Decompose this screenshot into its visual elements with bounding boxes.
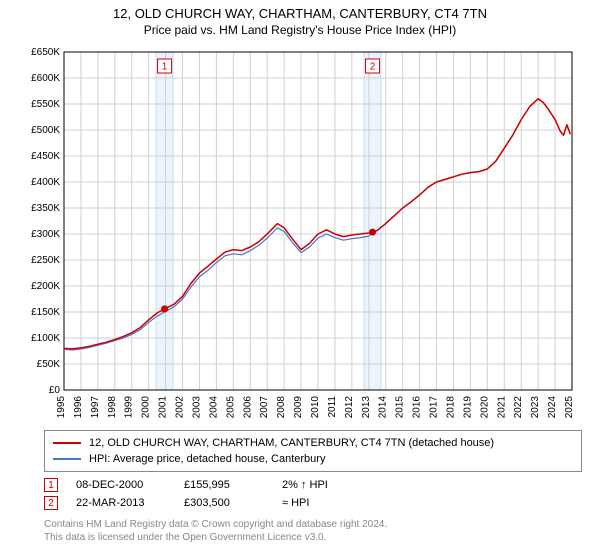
svg-text:2007: 2007 xyxy=(259,396,270,419)
svg-text:£650K: £650K xyxy=(31,47,60,58)
svg-text:1: 1 xyxy=(162,62,168,73)
svg-text:2009: 2009 xyxy=(293,396,304,419)
svg-text:2008: 2008 xyxy=(276,396,287,419)
svg-text:2014: 2014 xyxy=(378,396,389,419)
svg-text:1999: 1999 xyxy=(124,396,135,419)
svg-text:£400K: £400K xyxy=(31,177,60,188)
title-subtitle: Price paid vs. HM Land Registry's House … xyxy=(0,23,600,39)
svg-text:2015: 2015 xyxy=(395,396,406,419)
svg-text:2004: 2004 xyxy=(208,396,219,419)
svg-text:2019: 2019 xyxy=(462,396,473,419)
svg-text:2006: 2006 xyxy=(242,396,253,419)
svg-text:£550K: £550K xyxy=(31,99,60,110)
event-marker-1: 1 xyxy=(44,478,58,492)
svg-text:£200K: £200K xyxy=(31,281,60,292)
svg-text:2001: 2001 xyxy=(158,396,169,419)
event-price-2: £303,500 xyxy=(184,497,264,509)
svg-text:2: 2 xyxy=(370,62,376,73)
event-delta-2: ≈ HPI xyxy=(282,497,362,509)
legend-label-hpi: HPI: Average price, detached house, Cant… xyxy=(89,453,325,465)
svg-text:2002: 2002 xyxy=(175,396,186,419)
legend-swatch-hpi xyxy=(53,458,81,460)
svg-text:£300K: £300K xyxy=(31,229,60,240)
event-row-2: 2 22-MAR-2013 £303,500 ≈ HPI xyxy=(44,494,582,512)
svg-text:1996: 1996 xyxy=(73,396,84,419)
svg-text:2000: 2000 xyxy=(141,396,152,419)
legend-row-property: 12, OLD CHURCH WAY, CHARTHAM, CANTERBURY… xyxy=(53,435,573,451)
svg-text:2025: 2025 xyxy=(564,396,575,419)
event-marker-2: 2 xyxy=(44,496,58,510)
svg-text:2018: 2018 xyxy=(445,396,456,419)
title-block: 12, OLD CHURCH WAY, CHARTHAM, CANTERBURY… xyxy=(0,0,600,38)
svg-text:2022: 2022 xyxy=(513,396,524,419)
event-delta-1: 2% ↑ HPI xyxy=(282,479,362,491)
chart-svg: £0 £50K £100K £150K £200K £250K £300K £350K £400… xyxy=(20,42,580,424)
event-price-1: £155,995 xyxy=(184,479,264,491)
svg-text:2024: 2024 xyxy=(547,396,558,419)
svg-text:£150K: £150K xyxy=(31,307,60,318)
svg-text:£500K: £500K xyxy=(31,125,60,136)
svg-text:2016: 2016 xyxy=(412,396,423,419)
event-date-1: 08-DEC-2000 xyxy=(76,479,166,491)
footnote-line2: This data is licensed under the Open Gov… xyxy=(44,531,582,544)
svg-text:£600K: £600K xyxy=(31,73,60,84)
svg-text:2020: 2020 xyxy=(479,396,490,419)
svg-text:2003: 2003 xyxy=(191,396,202,419)
svg-text:£450K: £450K xyxy=(31,151,60,162)
svg-text:2005: 2005 xyxy=(225,396,236,419)
legend-row-hpi: HPI: Average price, detached house, Cant… xyxy=(53,451,573,467)
chart-container: 12, OLD CHURCH WAY, CHARTHAM, CANTERBURY… xyxy=(0,0,600,544)
svg-text:2021: 2021 xyxy=(496,396,507,419)
svg-text:2013: 2013 xyxy=(361,396,372,419)
svg-text:2012: 2012 xyxy=(344,396,355,419)
footnote-line1: Contains HM Land Registry data © Crown c… xyxy=(44,518,582,531)
svg-text:1995: 1995 xyxy=(56,396,67,419)
svg-text:2010: 2010 xyxy=(310,396,321,419)
svg-text:1998: 1998 xyxy=(107,396,118,419)
svg-text:£0: £0 xyxy=(49,385,61,396)
event-date-2: 22-MAR-2013 xyxy=(76,497,166,509)
legend-label-property: 12, OLD CHURCH WAY, CHARTHAM, CANTERBURY… xyxy=(89,437,494,449)
legend-box: 12, OLD CHURCH WAY, CHARTHAM, CANTERBURY… xyxy=(44,430,582,472)
event-row-1: 1 08-DEC-2000 £155,995 2% ↑ HPI xyxy=(44,476,582,494)
svg-text:£100K: £100K xyxy=(31,333,60,344)
svg-text:2017: 2017 xyxy=(429,396,440,419)
legend-swatch-property xyxy=(53,442,81,444)
title-address: 12, OLD CHURCH WAY, CHARTHAM, CANTERBURY… xyxy=(0,6,600,23)
svg-text:2023: 2023 xyxy=(530,396,541,419)
chart-area: £0 £50K £100K £150K £200K £250K £300K £350K £400… xyxy=(20,42,580,424)
svg-text:£50K: £50K xyxy=(37,359,61,370)
events-block: 1 08-DEC-2000 £155,995 2% ↑ HPI 2 22-MAR… xyxy=(44,476,582,512)
footnote: Contains HM Land Registry data © Crown c… xyxy=(44,518,582,544)
svg-text:1997: 1997 xyxy=(90,396,101,419)
svg-text:£250K: £250K xyxy=(31,255,60,266)
svg-text:2011: 2011 xyxy=(327,396,338,418)
svg-text:£350K: £350K xyxy=(31,203,60,214)
